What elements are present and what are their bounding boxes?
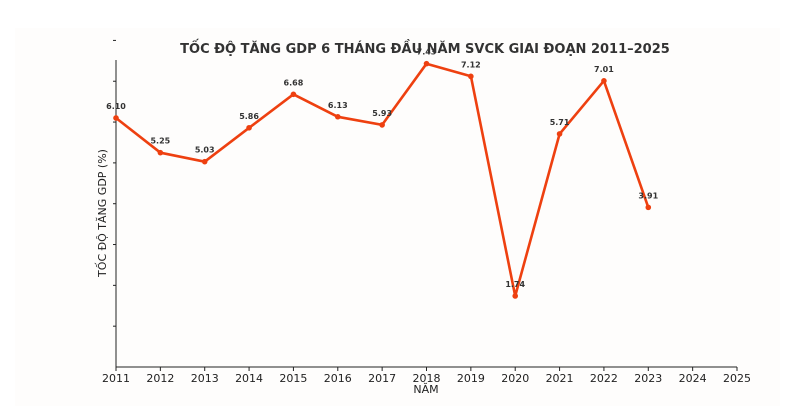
x-tick-label: 2018 [413,372,441,385]
plot-background [15,28,780,406]
data-point [379,122,385,128]
x-tick-label: 2022 [590,372,618,385]
y-axis-label: TỐC ĐỘ TĂNG GDP (%) [95,149,109,278]
chart-title: TỐC ĐỘ TĂNG GDP 6 THÁNG ĐẦU NĂM SVCK GIA… [180,39,670,57]
data-label: 6.10 [106,102,126,111]
x-tick-label: 2011 [102,372,130,385]
data-label: 5.03 [195,146,215,155]
data-point [113,115,119,121]
x-axis-label: NĂM [413,383,438,396]
data-label: 7.43 [417,48,437,57]
data-label: 5.86 [239,112,259,121]
data-label: 5.71 [550,118,570,127]
series-layer: 6.10 5.25 5.03 5.86 6.68 6.13 5.93 7.43 7.12 1.74… [106,48,659,299]
x-tick-label: 2015 [279,372,307,385]
data-label: 6.68 [284,78,304,87]
x-tick-label: 2025 [723,372,751,385]
x-tick-label: 2017 [368,372,396,385]
data-label: 5.93 [372,109,392,118]
data-label: 6.13 [328,101,348,110]
x-tick-label: 2024 [679,372,707,385]
data-point [246,124,252,131]
data-point [556,131,563,137]
data-point [512,293,519,299]
x-ticks: 2011 2012 2013 2014 2015 2016 2017 2018 2019 2020… [102,367,751,385]
x-tick-label: 2019 [457,372,485,385]
data-label: 7.12 [461,60,481,69]
data-point [201,158,208,165]
x-tick-label: 2013 [191,372,219,385]
data-label: 3.91 [638,191,658,200]
data-point [645,204,652,211]
y-ticks [113,39,116,327]
x-tick-label: 2021 [546,372,574,385]
x-tick-label: 2014 [235,372,263,385]
x-tick-label: 2023 [634,372,662,385]
data-point [290,91,297,98]
data-point [601,78,607,84]
data-point [468,73,474,80]
x-tick-label: 2012 [146,372,174,385]
data-point [423,60,430,67]
data-point [157,149,164,156]
data-label: 1.74 [505,280,525,289]
data-point [334,113,341,120]
x-tick-label: 2016 [324,372,352,385]
data-label: 5.25 [150,137,170,146]
x-tick-label: 2020 [501,372,529,385]
data-label: 7.01 [594,65,614,74]
